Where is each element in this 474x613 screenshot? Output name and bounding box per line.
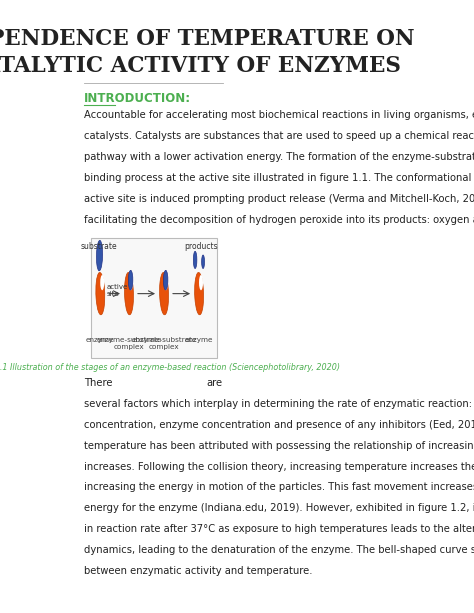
Ellipse shape <box>129 275 133 291</box>
Text: enzyme: enzyme <box>86 337 115 343</box>
Ellipse shape <box>100 275 104 291</box>
Ellipse shape <box>164 275 168 291</box>
Text: enzyme: enzyme <box>185 337 213 343</box>
Text: Figure 1.1 Illustration of the stages of an enzyme-based reaction (Sciencephotol: Figure 1.1 Illustration of the stages of… <box>0 363 340 372</box>
Text: in reaction rate after 37°C as exposure to high temperatures leads to the altera: in reaction rate after 37°C as exposure … <box>84 524 474 534</box>
Text: substrate: substrate <box>81 242 117 251</box>
Text: products: products <box>184 242 218 251</box>
Ellipse shape <box>164 270 168 290</box>
Text: INTRODUCTION:: INTRODUCTION: <box>84 92 191 105</box>
Ellipse shape <box>193 251 197 268</box>
Text: active
site: active site <box>107 284 128 297</box>
Ellipse shape <box>199 275 203 291</box>
Text: active site is induced prompting product release (Verma and Mitchell-Koch, 2017): active site is induced prompting product… <box>84 194 474 204</box>
Ellipse shape <box>160 272 169 315</box>
Text: facilitating the decomposition of hydrogen peroxide into its products: oxygen an: facilitating the decomposition of hydrog… <box>84 215 474 224</box>
FancyBboxPatch shape <box>91 238 217 358</box>
Text: dynamics, leading to the denaturation of the enzyme. The bell-shaped curve sugge: dynamics, leading to the denaturation of… <box>84 545 474 555</box>
Text: several factors which interplay in determining the rate of enzymatic reaction: t: several factors which interplay in deter… <box>84 399 474 409</box>
Text: There: There <box>84 378 113 388</box>
Text: THE DEPENDENCE OF TEMPERATURE ON: THE DEPENDENCE OF TEMPERATURE ON <box>0 28 414 50</box>
Ellipse shape <box>201 255 204 268</box>
Text: enzyme-substrate
complex: enzyme-substrate complex <box>131 337 197 349</box>
Ellipse shape <box>125 272 134 315</box>
Ellipse shape <box>96 240 102 271</box>
Text: are: are <box>207 378 223 388</box>
Ellipse shape <box>96 272 105 315</box>
Text: concentration, enzyme concentration and presence of any inhibitors (Eed, 2012). : concentration, enzyme concentration and … <box>84 420 474 430</box>
Text: pathway with a lower activation energy. The formation of the enzyme-substrate co: pathway with a lower activation energy. … <box>84 152 474 162</box>
Ellipse shape <box>195 272 203 315</box>
Text: between enzymatic activity and temperature.: between enzymatic activity and temperatu… <box>84 566 313 576</box>
Text: enzyme-substrate
complex: enzyme-substrate complex <box>96 337 162 349</box>
Text: binding process at the active site illustrated in figure 1.1. The conformational: binding process at the active site illus… <box>84 173 474 183</box>
Text: increases. Following the collision theory, increasing temperature increases the : increases. Following the collision theor… <box>84 462 474 471</box>
Text: Accountable for accelerating most biochemical reactions in living organisms, enz: Accountable for accelerating most bioche… <box>84 110 474 120</box>
Ellipse shape <box>128 270 133 290</box>
Text: temperature has been attributed with possessing the relationship of increasing t: temperature has been attributed with pos… <box>84 441 474 451</box>
Text: catalysts. Catalysts are substances that are used to speed up a chemical reactio: catalysts. Catalysts are substances that… <box>84 131 474 141</box>
Text: THE CATALYTIC ACTIVITY OF ENZYMES: THE CATALYTIC ACTIVITY OF ENZYMES <box>0 55 401 77</box>
Text: increasing the energy in motion of the particles. This fast movement increases t: increasing the energy in motion of the p… <box>84 482 474 492</box>
Text: energy for the enzyme (Indiana.edu, 2019). However, exhibited in figure 1.2, it : energy for the enzyme (Indiana.edu, 2019… <box>84 503 474 513</box>
